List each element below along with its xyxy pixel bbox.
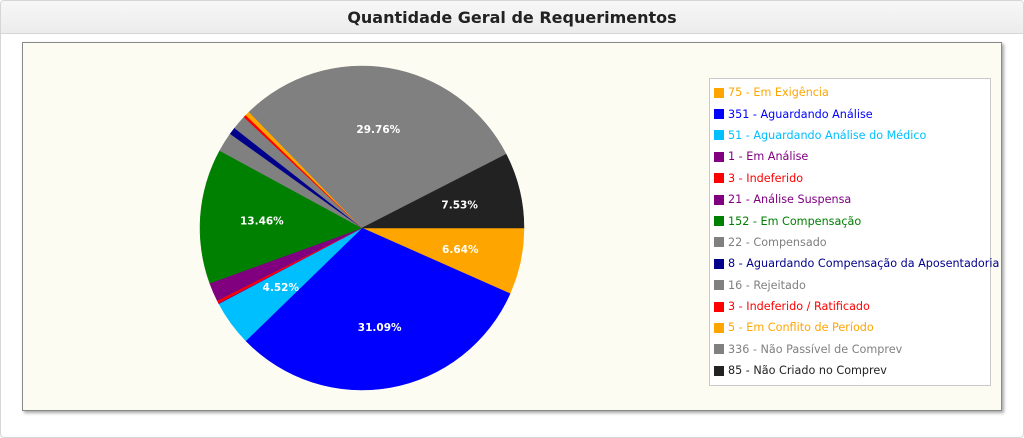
legend-item[interactable]: 3 - Indeferido <box>710 168 990 189</box>
page-title: Quantidade Geral de Requerimentos <box>347 7 677 27</box>
slice-percent-label: 29.76% <box>356 124 400 136</box>
legend-swatch <box>714 344 724 355</box>
legend-label: 22 - Compensado <box>728 235 827 249</box>
legend-item[interactable]: 21 - Análise Suspensa <box>710 189 990 210</box>
legend-label: 351 - Aguardando Análise <box>728 107 873 121</box>
legend-item[interactable]: 336 - Não Passível de Comprev <box>710 339 990 360</box>
legend-swatch <box>714 322 724 333</box>
legend-swatch <box>714 216 724 227</box>
pie-slice[interactable] <box>245 227 511 391</box>
pie-slice[interactable] <box>248 65 507 229</box>
legend-label: 3 - Indeferido <box>728 171 804 185</box>
legend-swatch <box>714 237 724 248</box>
slice-percent-label: 6.64% <box>442 244 479 256</box>
legend-label: 3 - Indeferido / Ratificado <box>728 300 870 314</box>
legend-label: 16 - Rejeitado <box>728 278 806 292</box>
pie-slice[interactable] <box>361 153 525 229</box>
legend-label: 8 - Aguardando Compensação da Aposentado… <box>728 257 1000 271</box>
legend-item[interactable]: 8 - Aguardando Compensação da Aposentado… <box>710 253 999 274</box>
slice-percent-label: 31.09% <box>358 322 402 334</box>
legend-item[interactable]: 85 - Não Criado no Comprev <box>710 360 990 381</box>
slice-percent-label: 4.52% <box>263 282 300 294</box>
legend-item[interactable]: 75 - Em Exigência <box>710 82 990 103</box>
legend-item[interactable]: 51 - Aguardando Análise do Médico <box>710 125 990 146</box>
legend-item[interactable]: 5 - Em Conflito de Período <box>710 317 990 338</box>
legend-label: 21 - Análise Suspensa <box>728 193 852 207</box>
chart-area: 6.64% 31.09% 4.52% 13.46% 29.76% 7.53% 75 - E… <box>22 42 1002 411</box>
panel-header: Quantidade Geral de Requerimentos <box>1 1 1023 34</box>
legend-label: 336 - Não Passível de Comprev <box>728 342 903 356</box>
legend-label: 1 - Em Análise <box>728 150 809 164</box>
legend-swatch <box>714 258 724 269</box>
pie-slice[interactable] <box>199 150 363 284</box>
legend-label: 85 - Não Criado no Comprev <box>728 364 887 378</box>
legend-swatch <box>714 87 724 98</box>
slice-percent-label: 7.53% <box>441 199 478 211</box>
chart-legend: 75 - Em Exigência 351 - Aguardando Anális… <box>709 78 999 387</box>
legend-swatch <box>714 365 724 376</box>
legend-item[interactable]: 351 - Aguardando Análise <box>710 103 990 124</box>
legend-label: 75 - Em Exigência <box>728 86 829 100</box>
legend-swatch <box>714 130 724 141</box>
legend-item[interactable]: 16 - Rejeitado <box>710 275 990 296</box>
legend-swatch <box>714 173 724 184</box>
legend-item[interactable]: 22 - Compensado <box>710 232 990 253</box>
legend-swatch <box>714 151 724 162</box>
legend-item[interactable]: 3 - Indeferido / Ratificado <box>710 296 990 317</box>
legend-label: 5 - Em Conflito de Período <box>728 321 874 335</box>
legend-item[interactable]: 1 - Em Análise <box>710 146 990 167</box>
legend-item[interactable]: 152 - Em Compensação <box>710 210 990 231</box>
legend-swatch <box>714 301 724 312</box>
legend-swatch <box>714 194 724 205</box>
legend-swatch <box>714 280 724 291</box>
pie-chart: 6.64% 31.09% 4.52% 13.46% 29.76% 7.53% <box>199 65 525 391</box>
legend-swatch <box>714 109 724 120</box>
legend-label: 51 - Aguardando Análise do Médico <box>728 128 927 142</box>
legend-label: 152 - Em Compensação <box>728 214 862 228</box>
slice-percent-label: 13.46% <box>240 215 284 227</box>
